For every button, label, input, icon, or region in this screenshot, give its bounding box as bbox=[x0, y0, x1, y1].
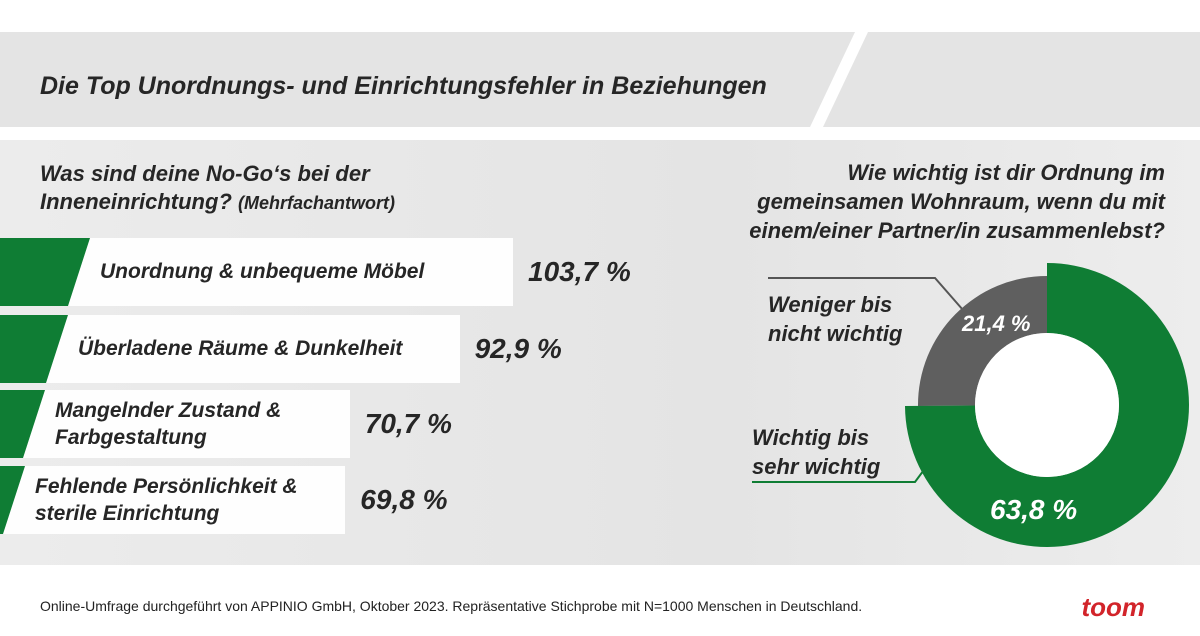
bar-accent bbox=[0, 390, 45, 458]
bar-accent-shape bbox=[0, 315, 68, 383]
bar-accent-shape bbox=[0, 238, 90, 306]
title: Die Top Unordnungs- und Einrichtungsfehl… bbox=[40, 72, 767, 100]
legend-label: Weniger bis nicht wichtig bbox=[768, 292, 903, 346]
value-label: 69,8 % bbox=[360, 484, 448, 515]
value-label: 21,4 % bbox=[962, 311, 1031, 336]
bar-label: Fehlende Persönlichkeit & sterile Einric… bbox=[35, 475, 298, 525]
bar-label: Unordnung & unbequeme Möbel bbox=[100, 260, 425, 283]
bar bbox=[0, 238, 513, 306]
header-band bbox=[0, 32, 1200, 127]
value-label: 70,7 % bbox=[364, 408, 452, 439]
bar bbox=[0, 315, 460, 383]
question: Was sind deine No-Go‘s bei der Inneneinr… bbox=[40, 161, 370, 214]
value-label: 92,9 % bbox=[474, 333, 562, 364]
value-label: 103,7 % bbox=[528, 256, 631, 287]
bar bbox=[0, 390, 350, 458]
donut-segment bbox=[905, 263, 1189, 547]
value-label: 63,8 % bbox=[990, 494, 1078, 525]
bar-accent bbox=[0, 466, 25, 534]
bar-accent bbox=[0, 315, 68, 383]
donut-segment bbox=[918, 276, 1047, 406]
bar-label: Überladene Räume & Dunkelheit bbox=[78, 337, 403, 360]
legend-label: Wichtig bis sehr wichtig bbox=[752, 425, 881, 479]
bar-label: Mangelnder Zustand & Farbgestaltung bbox=[55, 399, 282, 449]
bar bbox=[0, 466, 346, 534]
bar-accent-shape bbox=[0, 390, 45, 458]
footnote: Online-Umfrage durchgeführt von APPINIO … bbox=[40, 598, 863, 614]
subtitle: (Mehrfachantwort) bbox=[238, 193, 396, 213]
logo: toom bbox=[1081, 592, 1145, 622]
bar-accent-shape bbox=[0, 466, 25, 534]
bar-chart-title: Was sind deine No-Go‘s bei der Inneneinr… bbox=[40, 160, 480, 217]
donut-hole bbox=[975, 333, 1119, 477]
donut-title: Wie wichtig ist dir Ordnung im gemeinsam… bbox=[749, 160, 1165, 243]
bar-accent bbox=[0, 238, 90, 306]
